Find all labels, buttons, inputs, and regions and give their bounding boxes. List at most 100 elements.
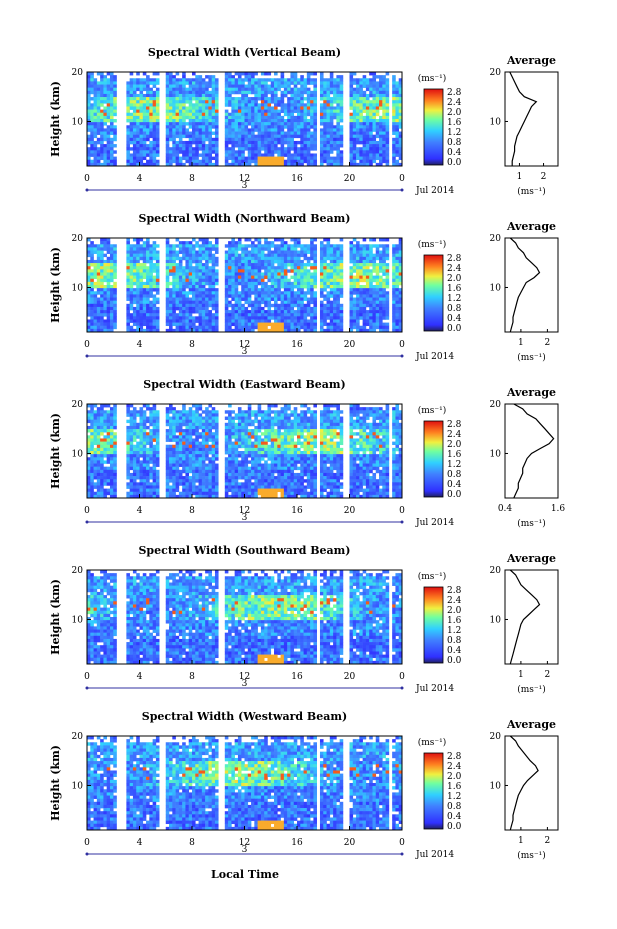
heatmap-cell — [290, 144, 295, 148]
heatmap-cell — [290, 122, 295, 126]
heatmap-cell — [274, 281, 278, 286]
heatmap-cell — [90, 137, 94, 142]
heatmap-cell — [339, 103, 344, 107]
heatmap-cell — [339, 156, 344, 161]
heatmap-cell — [264, 134, 268, 139]
heatmap-cell — [211, 275, 216, 280]
heatmap-cell — [349, 156, 354, 161]
heatmap-cell — [175, 291, 180, 295]
heatmap-cell — [270, 266, 275, 270]
heatmap-cell — [100, 81, 104, 85]
heatmap-cell — [169, 256, 173, 261]
heatmap-cell — [277, 122, 281, 126]
heatmap-cell — [90, 84, 94, 88]
heatmap-cell — [264, 241, 268, 245]
heatmap-cell — [93, 147, 98, 151]
heatmap-cell — [385, 125, 390, 129]
heatmap-cell — [287, 87, 291, 92]
heatmap-cell — [188, 241, 193, 245]
heatmap-cell — [247, 266, 252, 270]
heatmap-cell — [214, 259, 219, 264]
heatmap-cell — [257, 253, 262, 258]
heatmap-cell — [398, 131, 403, 135]
heatmap-cell — [356, 125, 360, 129]
heatmap-cell — [93, 115, 98, 120]
heatmap-cell — [254, 97, 258, 101]
heatmap-cell — [152, 147, 157, 151]
heatmap-cell — [319, 128, 324, 132]
heatmap-cell — [87, 147, 91, 151]
colorbar-tick-label: 0.4 — [447, 148, 462, 158]
heatmap-cell — [139, 150, 144, 154]
heatmap-cell — [260, 122, 265, 126]
heatmap-cell — [132, 125, 137, 129]
heatmap-cell — [326, 131, 331, 135]
heatmap-cell — [365, 291, 370, 295]
heatmap-cell — [182, 106, 186, 110]
heatmap-cell — [146, 109, 150, 114]
heatmap-cell — [293, 87, 298, 92]
heatmap-cell — [310, 147, 314, 151]
heatmap-cell — [300, 128, 304, 132]
heatmap-cell — [126, 128, 130, 132]
heatmap-cell — [155, 253, 160, 258]
heatmap-cell — [211, 316, 216, 320]
heatmap-cell — [139, 119, 144, 123]
heatmap-cell — [333, 247, 337, 251]
heatmap-cell — [211, 103, 216, 107]
heatmap-cell — [103, 266, 107, 270]
heatmap-cell — [323, 256, 327, 261]
heatmap-cell — [100, 87, 104, 92]
heatmap-cell — [300, 288, 304, 292]
heatmap-cell — [132, 103, 137, 107]
x-tick-label: 20 — [344, 174, 356, 184]
heatmap-cell — [244, 297, 249, 301]
heatmap-cell — [201, 328, 206, 333]
heatmap-cell — [175, 281, 180, 286]
heatmap-cell — [231, 310, 235, 314]
heatmap-cell — [359, 275, 363, 280]
heatmap-cell — [310, 310, 314, 314]
heatmap-cell — [333, 128, 337, 132]
y-tick-label: 10 — [72, 117, 84, 127]
heatmap-cell — [237, 322, 242, 327]
heatmap-cell — [280, 291, 285, 295]
heatmap-cell — [356, 303, 360, 308]
heatmap-cell — [310, 97, 314, 101]
heatmap-cell — [379, 144, 383, 148]
heatmap-cell — [267, 328, 272, 333]
heatmap-cell — [113, 313, 117, 317]
heatmap-cell — [306, 319, 311, 323]
heatmap-cell — [198, 297, 203, 301]
heatmap-cell — [214, 269, 219, 273]
heatmap-cell — [172, 322, 176, 327]
heatmap-cell — [300, 297, 304, 301]
heatmap-cell — [326, 256, 331, 261]
heatmap-cell — [109, 131, 114, 135]
heatmap-cell — [323, 87, 327, 92]
heatmap-cell — [323, 112, 327, 117]
heatmap-cell — [214, 156, 219, 161]
heatmap-cell — [96, 410, 101, 414]
heatmap-cell — [319, 325, 324, 330]
heatmap-cell — [287, 122, 291, 126]
heatmap-cell — [356, 115, 360, 120]
heatmap-cell — [224, 115, 229, 120]
heatmap-cell — [109, 150, 114, 154]
heatmap-cell — [244, 140, 249, 145]
heatmap-cell — [149, 112, 153, 117]
heatmap-cell — [319, 241, 324, 245]
heatmap-cell — [201, 416, 206, 420]
heatmap-cell — [96, 84, 101, 88]
heatmap-cell — [333, 112, 337, 117]
heatmap-cell — [211, 137, 216, 142]
heatmap-cell — [251, 300, 255, 305]
heatmap-cell — [136, 137, 140, 142]
heatmap-cell — [274, 266, 278, 270]
heatmap-cell — [208, 247, 212, 251]
heatmap-cell — [132, 278, 137, 283]
heatmap-cell — [175, 131, 180, 135]
heatmap-cell — [198, 269, 203, 273]
heatmap-cell — [146, 87, 150, 92]
heatmap-cell — [126, 316, 130, 320]
